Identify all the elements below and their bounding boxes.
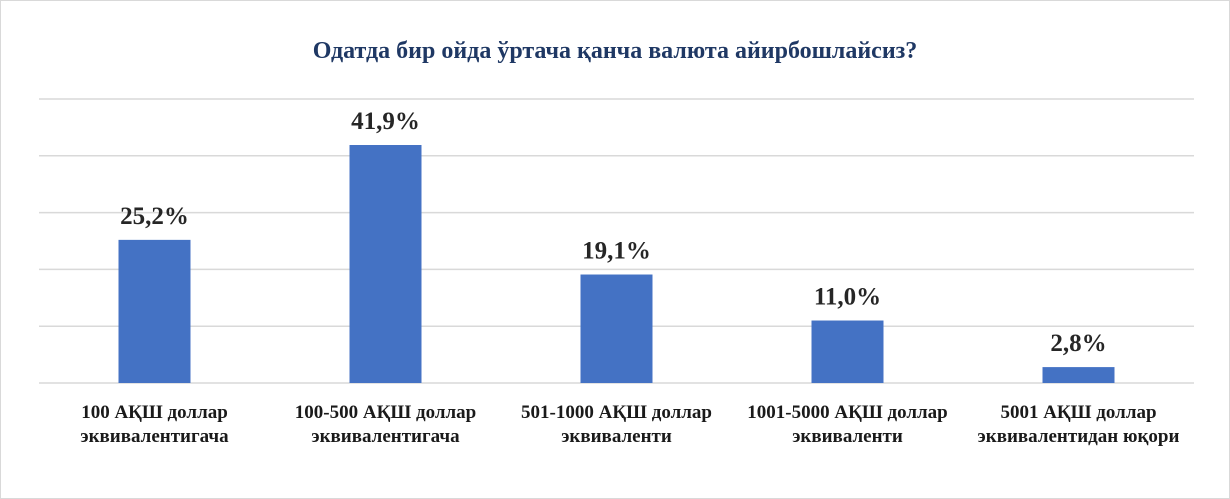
x-tick-label: 1001-5000 АҚШ доллар эквиваленти — [747, 402, 948, 447]
value-label: 19,1% — [582, 238, 651, 265]
bar — [118, 239, 191, 383]
x-tick-label: 501-1000 АҚШ доллар эквиваленти — [521, 402, 712, 447]
value-label: 2,8% — [1050, 330, 1106, 357]
bar — [811, 320, 884, 383]
x-tick-label: 5001 АҚШ доллар эквивалентидан юқори — [977, 402, 1180, 447]
x-tick-label: 100 АҚШ доллар эквивалентигача — [80, 402, 229, 447]
value-label: 41,9% — [351, 108, 420, 135]
chart-title: Одатда бир ойда ўртача қанча валюта айир… — [313, 38, 918, 64]
bar — [1042, 367, 1115, 383]
bar — [580, 274, 653, 383]
x-tick-label: 100-500 АҚШ доллар эквивалентигача — [294, 402, 477, 447]
value-label: 11,0% — [814, 284, 881, 311]
value-label: 25,2% — [120, 203, 189, 230]
bar — [349, 145, 422, 383]
